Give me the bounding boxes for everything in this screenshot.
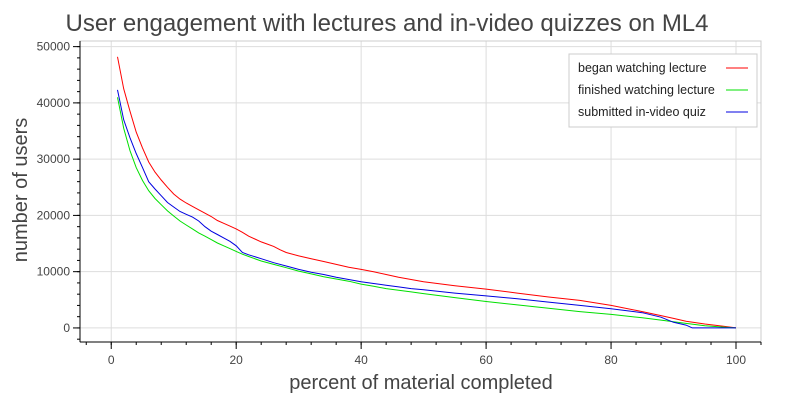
- y-axis-label: number of users: [10, 118, 32, 263]
- series-group: [117, 56, 737, 329]
- series-line-finished-watching-lecture: [117, 97, 737, 329]
- legend: began watching lecture finished watching…: [568, 53, 758, 128]
- legend-label-quiz: submitted in-video quiz: [578, 105, 706, 119]
- x-tick-label: 0: [108, 353, 115, 367]
- axes: 0 20 40 60 80 100 0 10000 20000 30000 40000 50000: [37, 40, 762, 367]
- y-tick-label: 0: [63, 321, 70, 335]
- y-tick-label: 30000: [37, 152, 71, 166]
- x-tick-label: 80: [604, 353, 618, 367]
- x-axis-label: percent of material completed: [289, 372, 552, 394]
- series-line-began-watching-lecture: [117, 56, 737, 329]
- y-tick-label: 10000: [37, 265, 71, 279]
- x-tick-label: 20: [230, 353, 244, 367]
- y-tick-label: 40000: [37, 96, 71, 110]
- y-tick-label: 50000: [37, 40, 71, 54]
- legend-label-began: began watching lecture: [578, 61, 707, 75]
- legend-box: [568, 53, 758, 128]
- x-tick-label: 100: [726, 353, 746, 367]
- chart-title: User engagement with lectures and in-vid…: [65, 10, 708, 37]
- x-tick-label: 60: [479, 353, 493, 367]
- x-tick-label: 40: [354, 353, 368, 367]
- legend-label-finished: finished watching lecture: [578, 83, 715, 97]
- series-line-submitted-in-video-quiz: [117, 89, 736, 329]
- y-tick-label: 20000: [37, 208, 71, 222]
